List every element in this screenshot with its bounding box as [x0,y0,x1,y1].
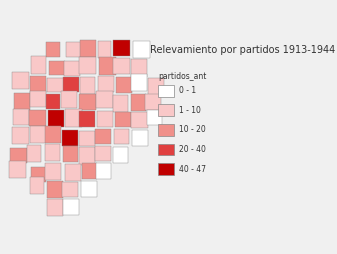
Bar [30,126,46,143]
Bar [79,147,95,165]
Text: Relevamiento por partidos 1913-1944: Relevamiento por partidos 1913-1944 [150,45,336,55]
Bar [96,91,113,108]
Bar [47,78,64,92]
Bar [61,91,77,107]
Bar [147,110,162,125]
Bar [31,167,46,182]
Bar [48,110,64,128]
Bar [80,77,95,94]
Text: 20 - 40: 20 - 40 [179,145,206,154]
Bar [31,56,46,74]
Bar [97,41,111,58]
Bar [29,110,45,126]
Bar [98,76,114,92]
Bar [45,126,61,143]
Bar [30,91,47,107]
Bar [79,57,96,74]
Bar [12,127,29,144]
Text: 1 - 10: 1 - 10 [179,106,201,115]
Bar [116,77,132,93]
Bar [47,181,63,198]
Text: partidos_ant: partidos_ant [158,72,207,81]
Bar [81,181,97,197]
Bar [82,163,97,179]
Bar [65,164,81,181]
Bar [13,109,29,125]
Bar [80,94,96,110]
Bar [114,40,130,56]
Bar [96,163,111,179]
Bar [63,199,79,215]
Bar [64,60,80,76]
Bar [79,111,95,127]
Bar [14,93,30,110]
Bar [79,131,95,146]
Bar [49,61,65,75]
Bar [148,78,164,95]
Text: 40 - 47: 40 - 47 [179,165,206,174]
Bar [63,146,78,162]
Bar [95,146,111,161]
Bar [97,111,113,127]
Bar [30,76,46,93]
Bar [131,112,148,128]
Bar [12,72,29,89]
Bar [62,130,78,146]
Bar [145,94,161,110]
FancyBboxPatch shape [158,124,174,136]
Bar [45,163,61,180]
Bar [95,129,111,145]
Bar [45,144,60,161]
Bar [10,148,27,163]
Text: 0 - 1: 0 - 1 [179,86,196,95]
Bar [114,95,128,112]
Bar [65,42,82,57]
Bar [63,77,79,92]
Bar [9,161,26,178]
Bar [114,58,130,74]
Bar [62,182,79,197]
FancyBboxPatch shape [158,85,174,97]
Bar [47,199,63,216]
FancyBboxPatch shape [158,163,174,175]
Bar [113,147,128,163]
Bar [131,74,147,91]
Bar [131,94,146,110]
Text: 10 - 20: 10 - 20 [179,125,206,134]
Bar [30,177,43,194]
Bar [131,59,147,77]
Bar [99,57,116,75]
Bar [115,112,131,127]
Bar [133,41,150,58]
Bar [80,40,96,57]
Bar [65,109,82,127]
Bar [131,130,148,146]
Bar [27,145,41,162]
Bar [45,42,60,57]
Bar [114,129,129,144]
FancyBboxPatch shape [158,104,174,116]
FancyBboxPatch shape [158,144,174,155]
Bar [45,94,60,109]
